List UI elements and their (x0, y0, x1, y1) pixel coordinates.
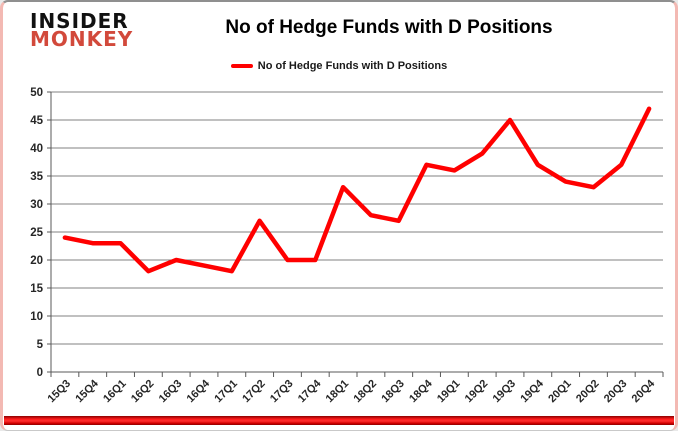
line-chart-plot: 0 5 10 15 20 25 30 35 40 45 50 15Q3 15Q4 16Q1 16Q2 16Q3… (30, 87, 664, 405)
x-axis-label: 15Q4 (73, 377, 101, 405)
y-axis-ticks (47, 91, 51, 373)
series-line (62, 106, 652, 274)
logo-line-insider: INSIDER (30, 9, 129, 33)
bottom-red-bar (4, 416, 674, 425)
x-axis-label: 18Q3 (379, 378, 407, 406)
y-axis-labels: 0 5 10 15 20 25 30 35 40 45 50 (30, 87, 43, 379)
x-axis-label: 17Q2 (240, 378, 268, 406)
x-axis-label: 18Q4 (407, 377, 435, 405)
x-axis-labels: 15Q3 15Q4 16Q1 16Q2 16Q3 16Q4 17Q1 17Q2 17Q3 17Q4… (46, 377, 658, 405)
series (62, 106, 652, 274)
x-axis-label: 20Q1 (546, 378, 574, 406)
x-axis-label: 16Q1 (101, 378, 129, 406)
y-axis-label: 0 (37, 367, 43, 379)
y-axis-label: 5 (37, 339, 44, 351)
x-axis-label: 19Q2 (463, 378, 491, 406)
x-axis-label: 17Q4 (296, 377, 324, 405)
y-axis-label: 50 (30, 87, 43, 99)
legend-line-swatch (230, 64, 253, 68)
x-axis-label: 17Q1 (212, 378, 240, 406)
x-axis-label: 17Q3 (268, 378, 296, 406)
insider-monkey-logo: INSIDER MONKEY (30, 9, 134, 52)
logo-line-monkey: MONKEY (30, 27, 134, 52)
x-axis-ticks (50, 372, 664, 377)
x-axis-label: 16Q4 (185, 377, 213, 405)
x-axis-label: 19Q4 (518, 377, 546, 405)
x-axis-label: 16Q3 (157, 378, 185, 406)
y-axis-label: 20 (30, 255, 43, 267)
x-axis-label: 20Q2 (574, 378, 602, 406)
x-axis-label: 20Q4 (630, 377, 658, 405)
legend-label: No of Hedge Funds with D Positions (257, 60, 448, 72)
y-axis-label: 45 (30, 115, 43, 127)
y-axis-label: 40 (30, 143, 43, 155)
legend: No of Hedge Funds with D Positions (3, 60, 675, 72)
y-axis-label: 10 (30, 311, 43, 323)
gridlines (51, 91, 663, 373)
x-axis-label: 19Q3 (491, 378, 519, 406)
x-axis-label: 15Q3 (46, 378, 74, 406)
y-axis-label: 25 (30, 227, 43, 239)
y-axis-label: 15 (30, 283, 43, 295)
y-axis-label: 35 (30, 171, 43, 183)
x-axis-label: 18Q1 (324, 378, 352, 406)
x-axis-label: 19Q1 (435, 378, 463, 406)
x-axis-label: 20Q3 (602, 378, 630, 406)
x-axis-label: 18Q2 (352, 378, 380, 406)
y-axis-label: 30 (30, 199, 43, 211)
x-axis-label: 16Q2 (129, 378, 157, 406)
chart-title: No of Hedge Funds with D Positions (225, 17, 553, 38)
